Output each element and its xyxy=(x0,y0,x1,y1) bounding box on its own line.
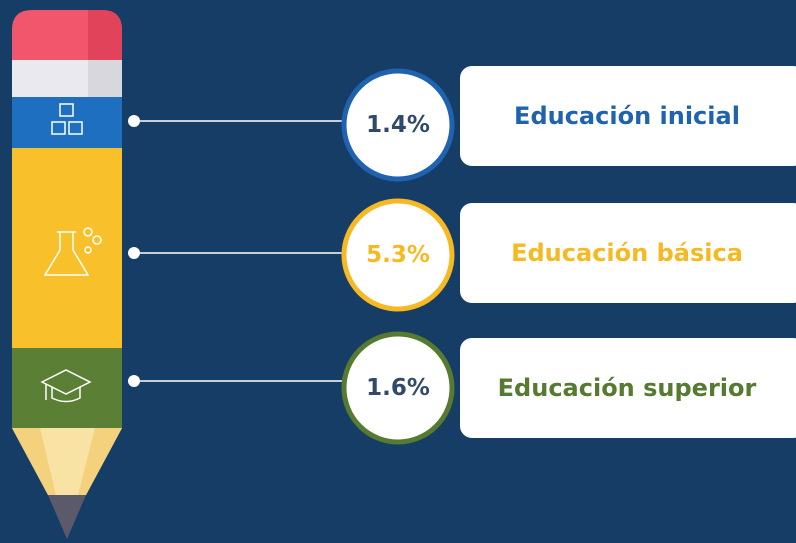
item-label: Educación inicial xyxy=(514,102,740,130)
connector-dot xyxy=(128,115,140,127)
connector-dot xyxy=(128,247,140,259)
connector-dot xyxy=(128,375,140,387)
item-label: Educación superior xyxy=(498,374,757,402)
infographic: Educación inicial 1.4% Educación básica 5.3… xyxy=(0,0,796,539)
page: Educación inicial 1.4% Educación básica 5.3… xyxy=(0,0,796,539)
item-value: 1.4% xyxy=(366,112,430,138)
item-label: Educación básica xyxy=(511,239,743,267)
item-value: 5.3% xyxy=(366,242,430,268)
item-value: 1.6% xyxy=(366,375,430,401)
